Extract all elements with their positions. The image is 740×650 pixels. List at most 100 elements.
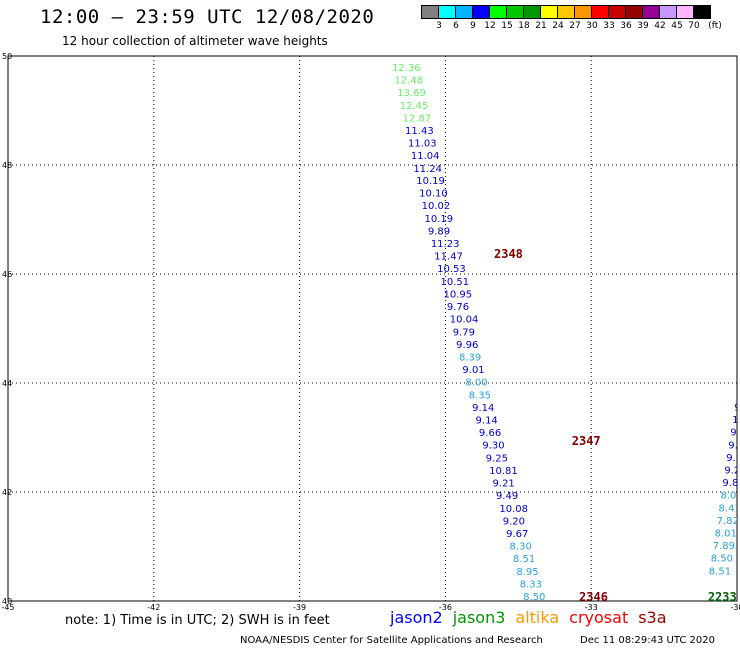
lat-tick-label: 44	[2, 379, 12, 388]
track1-value: 8.00	[465, 378, 487, 389]
track2-value: 9.11	[728, 440, 740, 451]
track1-value: 10.02	[422, 201, 451, 212]
legend-label: 24	[552, 21, 564, 31]
track2-value: 9.	[736, 390, 740, 401]
track2-value: 9.88	[722, 478, 740, 489]
track1-value: 11.03	[408, 139, 437, 150]
track1-value: 12.45	[400, 101, 429, 112]
lon-tick-label: -36	[439, 603, 452, 612]
track2-value: 8.50	[711, 554, 733, 565]
legend-label: 6	[453, 21, 459, 31]
satellite-key: jason2 jason3 altika cryosat s3a	[390, 608, 677, 627]
footer-note: note: 1) Time is in UTC; 2) SWH is in fe…	[65, 613, 330, 628]
track1-value: 8.51	[513, 554, 535, 565]
track1-value: 9.79	[453, 327, 475, 338]
track1-value: 8.50	[523, 592, 545, 603]
satellite-cryosat: cryosat	[569, 608, 629, 627]
satellite-jason2: jason2	[390, 608, 443, 627]
track1-value: 9.76	[447, 302, 469, 313]
legend-label: 70	[688, 21, 700, 31]
track1-value: 10.19	[425, 214, 454, 225]
track2-value: 9.82	[730, 428, 740, 439]
track2-value: 10.3	[732, 415, 740, 426]
track2-value: 9.21	[724, 465, 740, 476]
track2-value: 9.40	[726, 453, 740, 464]
track2-value: 7.89	[713, 541, 735, 552]
legend-label: 33	[603, 21, 615, 31]
pass-time-label: 2348	[494, 247, 523, 261]
track1-value: 9.14	[476, 416, 498, 427]
track1-value: 9.96	[456, 340, 478, 351]
track1-value: 11.04	[411, 151, 440, 162]
legend-label: 39	[637, 21, 649, 31]
page-title: 12:00 – 23:59 UTC 12/08/2020	[40, 6, 375, 28]
track1-value: 8.35	[469, 390, 491, 401]
lon-tick-label: -33	[585, 603, 598, 612]
track1-value: 10.51	[441, 277, 470, 288]
legend-label: 12	[484, 21, 496, 31]
track2-value: 8.01	[715, 529, 737, 540]
track2-value: 8.41	[719, 503, 740, 514]
satellite-jason3: jason3	[452, 608, 506, 627]
timestamp-text: Dec 11 08:29:43 UTC 2020	[580, 635, 715, 646]
track1-value: 9.21	[493, 479, 515, 490]
track1-value: 10.95	[443, 289, 472, 300]
track1-value: 8.39	[459, 352, 481, 363]
lat-tick-label: 40	[2, 597, 12, 606]
legend-label: 18	[518, 21, 530, 31]
pass-time-label: 2347	[572, 434, 601, 448]
track1-value: 13.69	[397, 88, 426, 99]
pass-time-label: 2233	[708, 590, 737, 604]
track1-value: 10.19	[416, 176, 445, 187]
lat-tick-label: 46	[2, 270, 12, 279]
lat-tick-label: 50	[2, 52, 12, 61]
legend-label: 45	[671, 21, 683, 31]
page-subtitle: 12 hour collection of altimeter wave hei…	[62, 34, 328, 48]
track1-value: 11.47	[434, 252, 463, 263]
lon-tick-label: -42	[147, 603, 160, 612]
track1-value: 8.30	[510, 542, 532, 553]
legend-label: (ft)	[708, 21, 722, 31]
track1-value: 9.66	[479, 428, 501, 439]
color-legend	[421, 5, 711, 19]
legend-swatch	[693, 5, 711, 19]
track2-value: 8.03	[720, 491, 740, 502]
track1-value: 9.89	[428, 226, 450, 237]
track1-value: 11.43	[405, 126, 434, 137]
legend-label: 3	[436, 21, 442, 31]
track1-value: 10.81	[489, 466, 518, 477]
track2-value: 8.51	[709, 566, 731, 577]
legend-label: 36	[620, 21, 632, 31]
track2-value: 9.	[734, 402, 740, 413]
track1-value: 8.33	[520, 579, 542, 590]
track1-value: 10.04	[450, 315, 479, 326]
map-frame	[7, 55, 738, 602]
color-legend-labels: 3 6 9 12 15 18 21 24 27 30 33 36 39 42 45 70 (ft)	[422, 21, 740, 33]
track1-value: 9.30	[482, 441, 504, 452]
track1-value: 10.10	[419, 189, 448, 200]
lon-tick-label: -45	[1, 603, 14, 612]
track1-value: 12.87	[403, 113, 432, 124]
track1-value: 9.20	[503, 516, 525, 527]
track1-value: 12.36	[392, 63, 421, 74]
pass-time-label: 2346	[579, 590, 608, 604]
legend-label: 9	[470, 21, 476, 31]
track1-value: 12.48	[394, 76, 423, 87]
track1-value: 8.95	[516, 567, 538, 578]
track1-value: 10.08	[499, 504, 528, 515]
satellite-s3a: s3a	[638, 608, 667, 627]
satellite-altika: altika	[515, 608, 560, 627]
track2-value: 7.82	[717, 516, 739, 527]
credit-text: NOAA/NESDIS Center for Satellite Applica…	[240, 635, 543, 646]
legend-label: 21	[535, 21, 547, 31]
lat-tick-label: 48	[2, 161, 12, 170]
track1-value: 11.24	[413, 164, 442, 175]
track1-value: 9.49	[496, 491, 518, 502]
legend-label: 15	[501, 21, 513, 31]
legend-label: 27	[569, 21, 581, 31]
track1-value: 9.25	[486, 453, 508, 464]
lon-tick-label: -39	[293, 603, 306, 612]
track1-value: 10.53	[437, 264, 466, 275]
